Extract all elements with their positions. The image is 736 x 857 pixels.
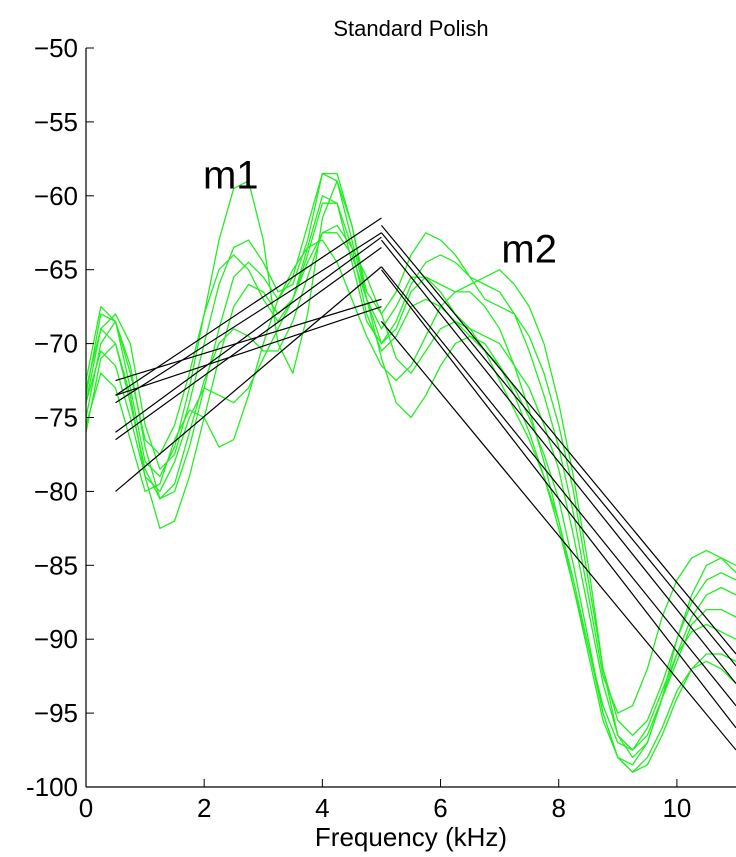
spectrum-line-8 xyxy=(86,239,736,766)
fit-line-13 xyxy=(380,321,736,751)
fit-line-5 xyxy=(115,266,382,492)
chart-title: Standard Polish xyxy=(333,16,488,41)
annotations: m1 m2 xyxy=(203,153,557,271)
y-tick-label: −70 xyxy=(34,329,78,359)
fit-line-9 xyxy=(380,232,736,667)
spectrum-line-3 xyxy=(86,172,736,751)
fit-line-8 xyxy=(380,224,736,655)
fit-line-6 xyxy=(115,298,382,382)
fit-line-2 xyxy=(115,232,382,404)
spectrum-line-4 xyxy=(86,202,736,773)
fit-line-11 xyxy=(380,266,736,707)
fit-line-7 xyxy=(115,306,382,396)
annotation-m2: m2 xyxy=(501,227,557,271)
y-tick-label: −90 xyxy=(34,624,78,654)
y-tick-label: −95 xyxy=(34,698,78,728)
x-tick-label: 10 xyxy=(662,793,691,823)
spectrum-line-1 xyxy=(86,180,736,759)
x-tick-label: 6 xyxy=(433,793,447,823)
spectrum-line-5 xyxy=(86,195,736,714)
fit-line-3 xyxy=(115,236,382,433)
fit-line-4 xyxy=(115,247,382,441)
y-tick-label: −55 xyxy=(34,107,78,137)
y-tick-label: −65 xyxy=(34,255,78,285)
y-tick-label: -100 xyxy=(26,772,78,802)
plot-area xyxy=(86,172,736,773)
x-axis-label: Frequency (kHz) xyxy=(315,822,507,852)
x-tick-label: 8 xyxy=(551,793,565,823)
y-tick-label: −75 xyxy=(34,403,78,433)
x-tick-label: 2 xyxy=(197,793,211,823)
fit-line-12 xyxy=(380,269,736,729)
spectrum-line-6 xyxy=(86,224,736,773)
y-tick-label: −60 xyxy=(34,181,78,211)
x-tick-label: 4 xyxy=(315,793,329,823)
annotation-m1: m1 xyxy=(203,153,259,197)
y-tick-label: −50 xyxy=(34,33,78,63)
spectrum-line-7 xyxy=(86,232,736,751)
x-tick-label: 0 xyxy=(79,793,93,823)
y-tick-label: −85 xyxy=(34,550,78,580)
y-tick-label: −80 xyxy=(34,476,78,506)
fit-line-10 xyxy=(380,239,736,684)
fit-line-1 xyxy=(115,217,382,396)
